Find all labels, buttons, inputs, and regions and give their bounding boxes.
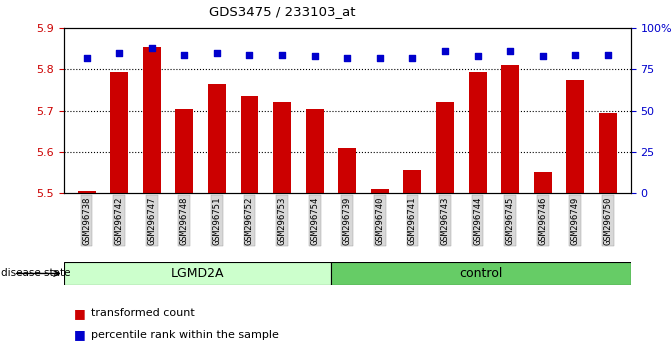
Point <box>114 50 125 56</box>
Text: GSM296744: GSM296744 <box>473 196 482 245</box>
Point <box>570 52 580 57</box>
Text: transformed count: transformed count <box>91 308 195 318</box>
Text: GSM296754: GSM296754 <box>310 196 319 245</box>
Text: GSM296745: GSM296745 <box>506 196 515 245</box>
Point <box>146 45 157 51</box>
Text: GSM296739: GSM296739 <box>343 196 352 245</box>
Bar <box>208 84 226 193</box>
Text: GSM296749: GSM296749 <box>571 196 580 245</box>
Point <box>505 48 515 54</box>
Text: GSM296753: GSM296753 <box>278 196 287 245</box>
Bar <box>403 170 421 193</box>
Text: GSM296741: GSM296741 <box>408 196 417 245</box>
Point <box>211 50 222 56</box>
Point <box>309 53 320 59</box>
Point <box>342 55 353 61</box>
Text: ■: ■ <box>74 307 86 320</box>
Text: LGMD2A: LGMD2A <box>170 267 224 280</box>
Point <box>244 52 255 57</box>
Bar <box>501 65 519 193</box>
Point <box>472 53 483 59</box>
Text: GSM296752: GSM296752 <box>245 196 254 245</box>
Text: GDS3475 / 233103_at: GDS3475 / 233103_at <box>209 5 355 18</box>
Bar <box>468 72 486 193</box>
Bar <box>306 109 323 193</box>
Point <box>179 52 190 57</box>
Bar <box>371 189 389 193</box>
Text: GSM296742: GSM296742 <box>115 196 123 245</box>
Text: GSM296740: GSM296740 <box>375 196 384 245</box>
Bar <box>78 191 95 193</box>
Text: GSM296747: GSM296747 <box>147 196 156 245</box>
Bar <box>436 102 454 193</box>
Text: GSM296748: GSM296748 <box>180 196 189 245</box>
Bar <box>338 148 356 193</box>
Point <box>81 55 92 61</box>
Text: GSM296738: GSM296738 <box>82 196 91 245</box>
Bar <box>273 102 291 193</box>
Point <box>407 55 418 61</box>
Bar <box>175 109 193 193</box>
Point <box>374 55 385 61</box>
Text: disease state: disease state <box>1 268 71 278</box>
Text: GSM296750: GSM296750 <box>603 196 613 245</box>
Bar <box>534 172 552 193</box>
Text: GSM296743: GSM296743 <box>440 196 450 245</box>
Text: GSM296751: GSM296751 <box>213 196 221 245</box>
Bar <box>64 262 331 285</box>
Bar <box>331 262 631 285</box>
Bar <box>110 72 128 193</box>
Point <box>440 48 450 54</box>
Bar <box>599 113 617 193</box>
Bar <box>566 80 584 193</box>
Point <box>603 52 613 57</box>
Bar <box>143 47 160 193</box>
Point <box>537 53 548 59</box>
Bar <box>240 96 258 193</box>
Text: control: control <box>459 267 503 280</box>
Text: percentile rank within the sample: percentile rank within the sample <box>91 330 278 339</box>
Point <box>276 52 287 57</box>
Text: GSM296746: GSM296746 <box>538 196 548 245</box>
Text: ■: ■ <box>74 328 86 341</box>
